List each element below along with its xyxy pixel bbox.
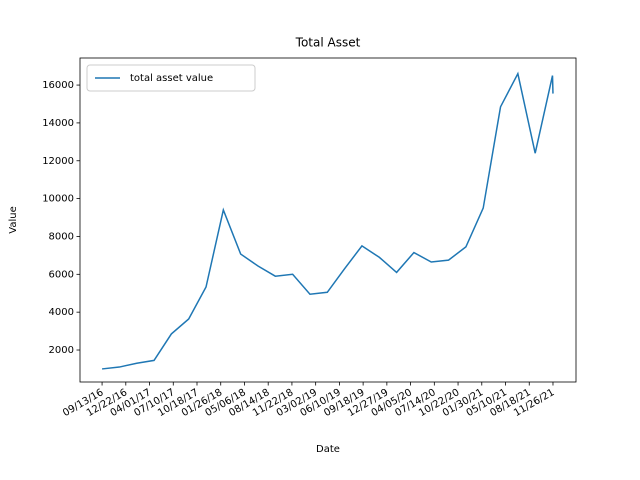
chart-title: Total Asset: [295, 36, 361, 50]
y-tick-label: 16000: [42, 80, 74, 91]
x-axis-label: Date: [316, 444, 340, 455]
y-tick-label: 4000: [49, 307, 74, 318]
y-tick-label: 2000: [49, 345, 74, 356]
line-series: [101, 71, 554, 370]
y-tick-label: 10000: [42, 194, 74, 205]
axes-frame: [79, 57, 577, 383]
legend-box: [86, 64, 256, 92]
y-tick-label: 6000: [49, 269, 74, 280]
y-axis-label: Value: [8, 206, 19, 233]
y-tick-label: 8000: [49, 231, 74, 242]
legend-label: total asset value: [130, 73, 213, 84]
y-tick-label: 14000: [42, 118, 74, 129]
y-tick-label: 12000: [42, 156, 74, 167]
